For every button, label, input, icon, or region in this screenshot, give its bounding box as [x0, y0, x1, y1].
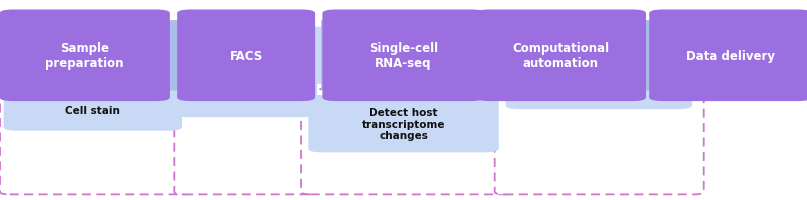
Polygon shape: [478, 21, 510, 91]
FancyBboxPatch shape: [178, 10, 315, 102]
Text: Isolate cells: Isolate cells: [57, 59, 128, 69]
FancyBboxPatch shape: [175, 54, 317, 118]
FancyBboxPatch shape: [4, 43, 182, 85]
FancyBboxPatch shape: [475, 10, 646, 102]
FancyBboxPatch shape: [301, 90, 514, 194]
Text: Screen different
cell types: Screen different cell types: [198, 75, 295, 97]
Polygon shape: [636, 21, 668, 91]
Text: Data delivery: Data delivery: [686, 50, 775, 62]
FancyBboxPatch shape: [0, 90, 193, 194]
FancyBboxPatch shape: [649, 10, 807, 102]
Text: Single-cell
RNA-seq: Single-cell RNA-seq: [369, 42, 438, 70]
Text: FACS: FACS: [229, 50, 263, 62]
Text: Expression: Expression: [567, 81, 631, 91]
Text: Computational
automation: Computational automation: [512, 42, 609, 70]
Polygon shape: [168, 21, 200, 91]
FancyBboxPatch shape: [0, 10, 170, 102]
FancyBboxPatch shape: [4, 89, 182, 131]
FancyBboxPatch shape: [495, 90, 704, 194]
FancyBboxPatch shape: [308, 95, 499, 153]
Text: Quantify single-
cell virus
abundance: Quantify single- cell virus abundance: [357, 39, 450, 73]
Polygon shape: [321, 21, 353, 91]
Text: Detect host
transcriptome
changes: Detect host transcriptome changes: [362, 107, 445, 141]
FancyBboxPatch shape: [174, 90, 319, 194]
FancyBboxPatch shape: [322, 10, 484, 102]
FancyBboxPatch shape: [308, 27, 499, 85]
Text: Cell stain: Cell stain: [65, 105, 120, 115]
FancyBboxPatch shape: [505, 62, 692, 110]
Text: Sample
preparation: Sample preparation: [45, 42, 124, 70]
